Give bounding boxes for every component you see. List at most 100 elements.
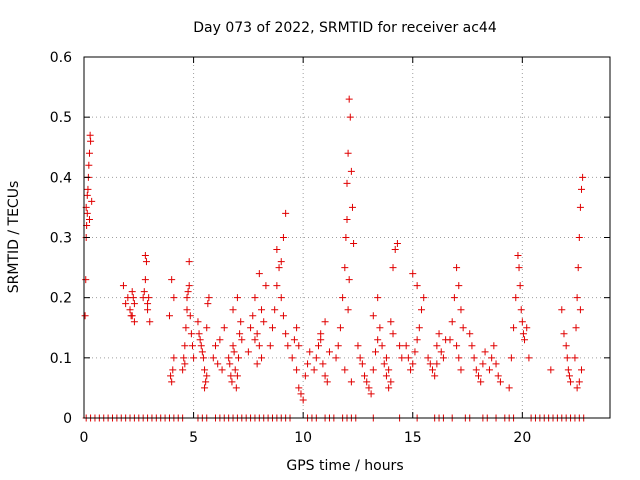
data-point (485, 366, 493, 374)
data-point (220, 324, 228, 332)
data-point (358, 360, 366, 368)
data-point (195, 330, 203, 338)
data-point (343, 215, 351, 223)
data-point (437, 348, 445, 356)
data-point (144, 306, 152, 314)
x-tick-label: 10 (294, 430, 312, 446)
data-point (168, 276, 176, 284)
data-point (562, 342, 570, 350)
data-point (523, 324, 531, 332)
data-point (187, 330, 195, 338)
data-point (293, 366, 301, 374)
data-point (521, 336, 529, 344)
data-point (407, 366, 415, 374)
data-point (380, 360, 388, 368)
data-point (83, 209, 91, 217)
data-point (365, 384, 373, 392)
data-point (560, 330, 568, 338)
data-point (323, 378, 331, 386)
data-point (514, 252, 522, 260)
data-point (253, 330, 261, 338)
y-tick-label: 0.4 (50, 170, 72, 186)
data-point (409, 360, 417, 368)
data-point (344, 306, 352, 314)
data-point (415, 324, 423, 332)
data-point (218, 366, 226, 374)
data-point (342, 234, 350, 241)
data-point (122, 300, 130, 308)
data-point (466, 330, 474, 338)
data-point (226, 360, 234, 368)
data-point (290, 336, 298, 344)
data-point (319, 360, 327, 368)
data-point (481, 348, 489, 356)
data-point (321, 372, 329, 380)
data-point (376, 324, 384, 332)
data-point (515, 264, 523, 272)
data-point (361, 372, 369, 380)
data-point (262, 282, 270, 290)
data-point (255, 270, 263, 278)
data-point (260, 318, 268, 326)
data-point (576, 203, 584, 211)
data-point (186, 312, 194, 320)
data-point (258, 354, 266, 362)
data-point (448, 318, 456, 326)
data-point (457, 366, 465, 374)
y-tick-label: 0.3 (50, 231, 72, 247)
data-point (212, 342, 219, 350)
data-point (271, 306, 279, 314)
data-point (457, 306, 465, 314)
data-point (85, 161, 93, 169)
data-point (387, 318, 395, 326)
data-point (369, 366, 377, 374)
data-point (433, 360, 441, 368)
data-point (228, 378, 236, 386)
data-point (517, 306, 525, 314)
data-point (470, 354, 478, 362)
y-tick-label: 0.1 (50, 351, 72, 367)
data-point (167, 372, 175, 380)
y-tick-label: 0 (63, 411, 72, 427)
data-point (188, 342, 196, 350)
data-point (343, 179, 351, 187)
data-point (396, 342, 404, 350)
data-point (238, 336, 246, 344)
data-point (203, 372, 211, 380)
data-point (354, 342, 362, 350)
data-point (446, 336, 454, 344)
data-point (455, 354, 463, 362)
data-point (288, 354, 296, 362)
data-point (334, 342, 342, 350)
y-tick-label: 0.5 (50, 110, 72, 126)
data-point (255, 342, 263, 350)
data-point (233, 294, 241, 302)
data-point (367, 390, 375, 398)
data-point (450, 294, 458, 302)
data-point (185, 282, 193, 290)
data-point (244, 348, 252, 356)
chart-title: Day 073 of 2022, SRMTID for receiver ac4… (193, 20, 497, 36)
data-point (472, 366, 480, 374)
data-point (86, 131, 94, 139)
data-point (266, 342, 274, 350)
data-point (88, 197, 96, 205)
data-point (563, 354, 571, 362)
data-point (301, 372, 309, 380)
data-point (567, 378, 575, 386)
data-point (510, 324, 518, 332)
data-point (547, 366, 555, 374)
data-point (579, 173, 587, 181)
data-point (235, 354, 243, 362)
data-point (227, 372, 235, 380)
data-point (251, 336, 259, 344)
data-point (140, 288, 148, 296)
data-point (418, 306, 426, 314)
data-point (525, 354, 533, 362)
data-point (321, 318, 329, 326)
data-point (196, 336, 204, 344)
data-point (578, 185, 586, 193)
data-point (233, 372, 241, 380)
data-point (385, 384, 393, 392)
data-point (363, 378, 371, 386)
